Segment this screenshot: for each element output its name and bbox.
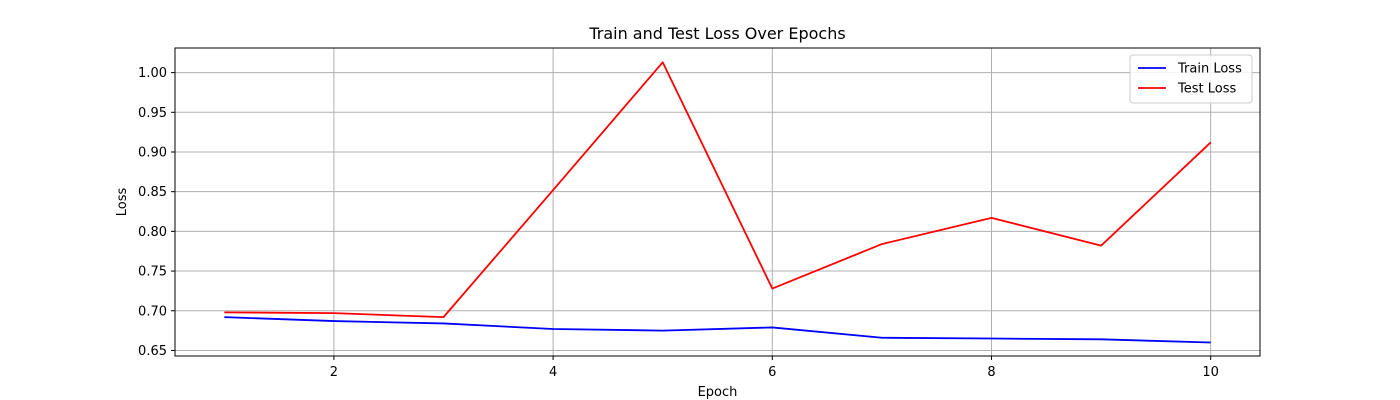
x-tick-label: 8 xyxy=(987,365,995,380)
legend: Train Loss Test Loss xyxy=(1129,54,1253,104)
y-tick-label: 0.85 xyxy=(138,185,167,200)
x-tick-label: 2 xyxy=(330,365,338,380)
y-tick-label: 0.95 xyxy=(138,106,167,121)
y-tick-label: 0.80 xyxy=(138,225,167,240)
series-line-train-loss xyxy=(224,316,1211,344)
y-tick-label: 1.00 xyxy=(138,66,167,81)
y-tick-label: 0.75 xyxy=(138,265,167,280)
legend-box xyxy=(1129,54,1253,104)
y-tick-label: 0.90 xyxy=(138,145,167,160)
grid-lines xyxy=(175,48,1260,356)
x-tick-label: 10 xyxy=(1202,365,1219,380)
series-line-test-loss xyxy=(224,61,1212,319)
series-lines xyxy=(224,61,1212,344)
y-tick-label: 0.70 xyxy=(138,304,167,319)
x-axis-label: Epoch xyxy=(698,385,738,400)
x-tick-label: 6 xyxy=(768,365,776,380)
y-axis-label: Loss xyxy=(115,188,130,217)
plot-frame xyxy=(174,47,1261,357)
legend-entry-label: Test Loss xyxy=(1177,82,1236,97)
axis-ticks: 2 4 6 8 10 0.65 0.70 0.75 0.80 0.85 0.90 0.95 1.00 xyxy=(138,66,1219,380)
x-tick-label: 4 xyxy=(549,365,557,380)
chart-title: Train and Test Loss Over Epochs xyxy=(588,24,845,43)
legend-entry-label: Train Loss xyxy=(1177,62,1242,77)
y-tick-label: 0.65 xyxy=(138,344,167,359)
